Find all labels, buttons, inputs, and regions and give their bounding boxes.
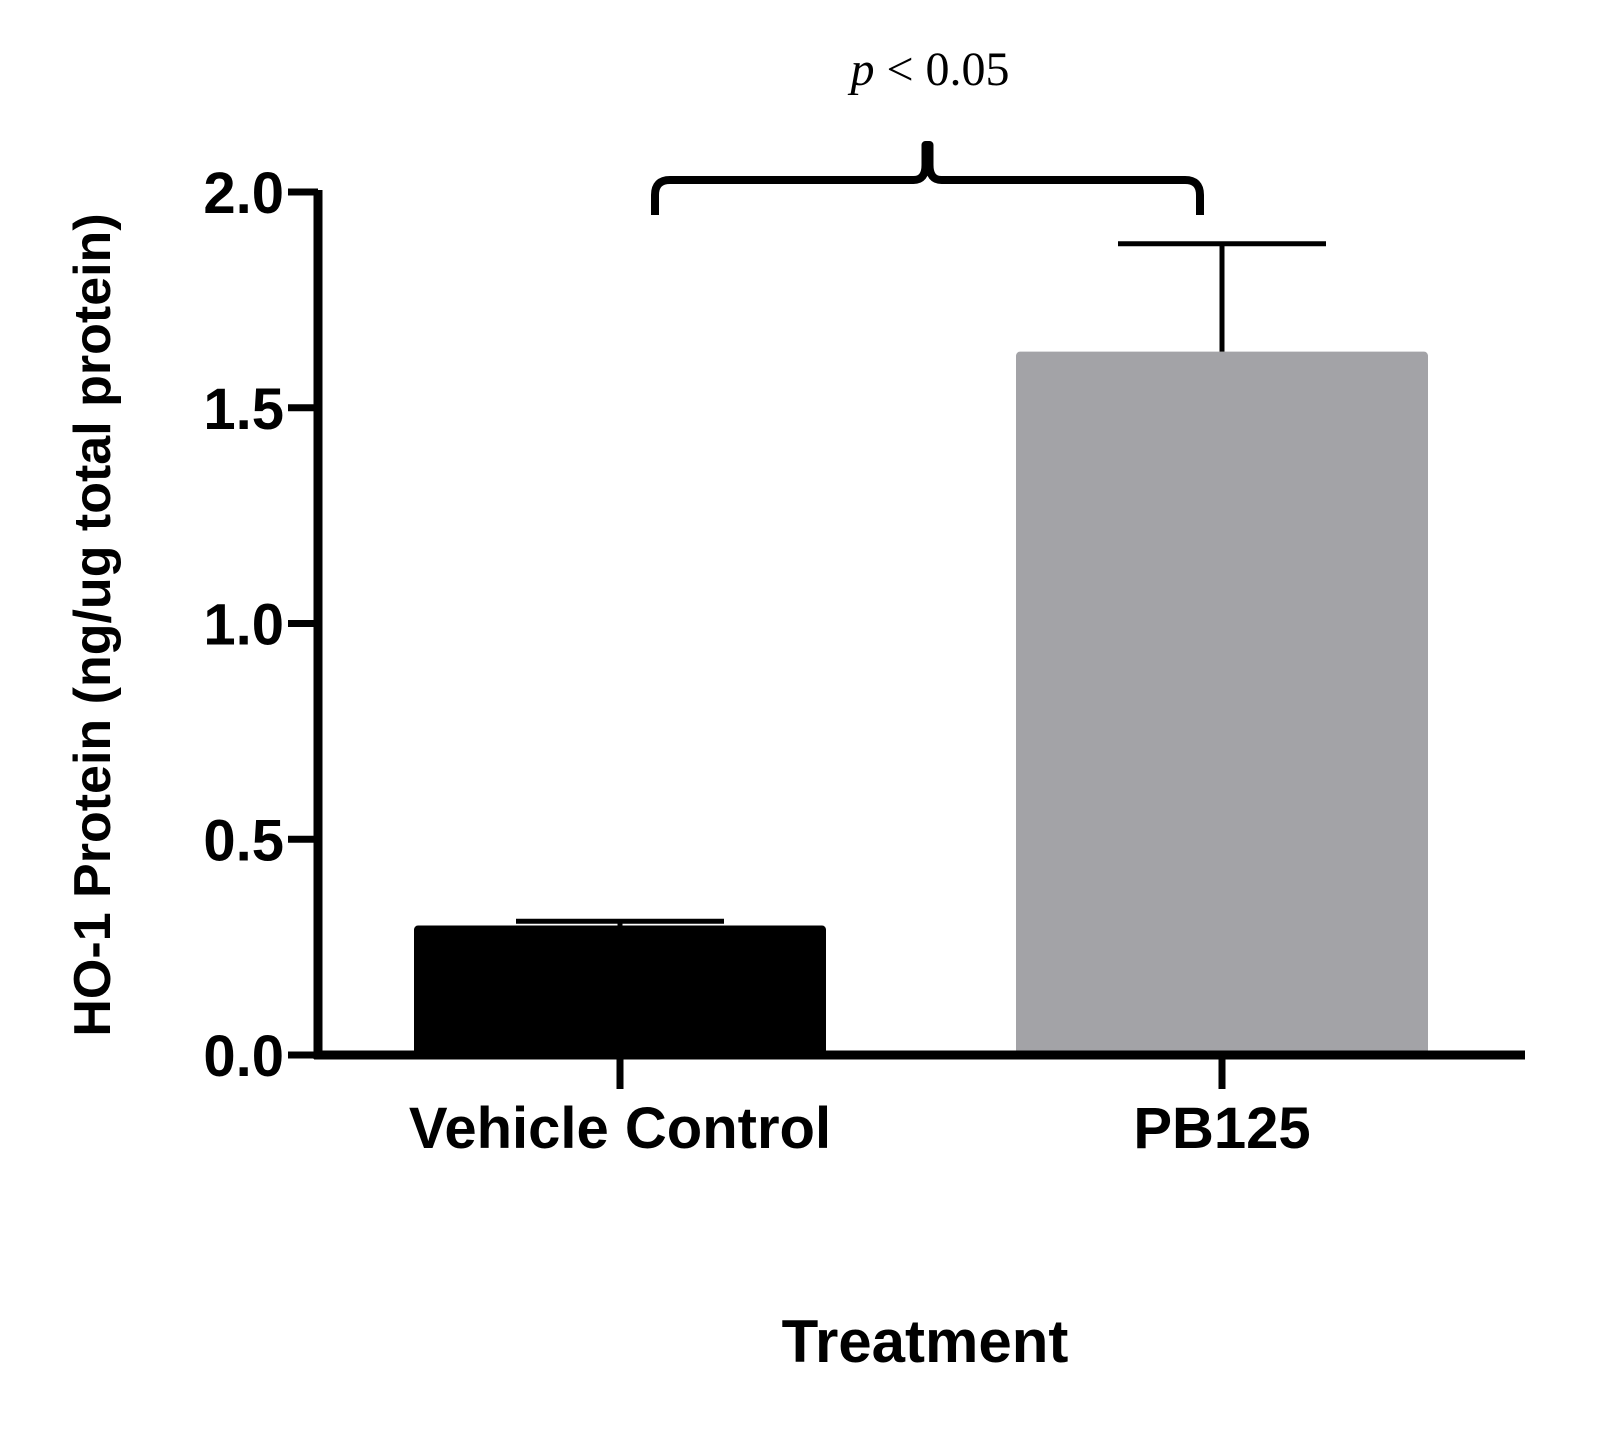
x-tick-label: PB125 <box>1133 1096 1310 1161</box>
y-tick-label: 0.5 <box>203 808 284 873</box>
p-symbol: p <box>847 43 874 96</box>
y-axis-label: HO-1 Protein (ng/ug total protein) <box>64 213 122 1036</box>
y-tick-label: 1.5 <box>203 377 284 442</box>
x-tick-label: Vehicle Control <box>409 1096 831 1161</box>
significance-label: p < 0.05 <box>847 43 1009 96</box>
p-threshold: < 0.05 <box>874 43 1009 96</box>
y-tick-label: 2.0 <box>203 161 284 226</box>
y-tick-label: 1.0 <box>203 593 284 658</box>
y-tick-label: 0.0 <box>203 1024 284 1089</box>
bar-pb125 <box>1016 351 1428 1055</box>
significance-bracket <box>651 141 1204 215</box>
bar-vehicle-control <box>414 925 826 1055</box>
x-axis-label: Treatment <box>782 1308 1069 1375</box>
